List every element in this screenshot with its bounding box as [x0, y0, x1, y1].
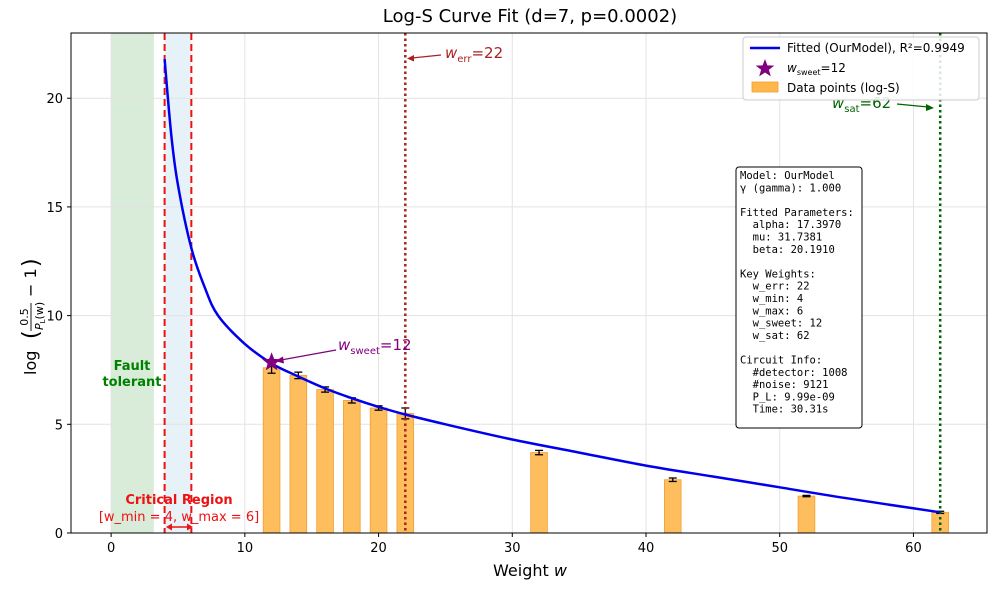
y-axis-label-suffix: − 1 — [21, 268, 40, 297]
legend-star-swatch — [755, 59, 775, 77]
y-tick-label: 5 — [55, 418, 63, 433]
data-bar — [343, 399, 361, 534]
data-bar — [530, 452, 548, 534]
legend-bar-swatch — [751, 81, 779, 93]
y-tick-label: 15 — [46, 201, 63, 216]
info-line: #noise: 9121 — [740, 379, 829, 391]
info-line: w_min: 4 — [740, 293, 803, 305]
info-line: Model: OurModel — [740, 170, 835, 182]
y-axis-label-prefix: log — [21, 351, 40, 375]
y-axis-label-paren-close: ) — [19, 258, 44, 267]
info-line: mu: 31.7381 — [740, 232, 822, 244]
data-bar — [663, 479, 682, 534]
y-tick-label: 20 — [46, 92, 63, 107]
info-line: Fitted Parameters: — [740, 207, 854, 219]
data-bar — [797, 495, 816, 534]
info-line: w_err: 22 — [740, 281, 810, 293]
y-axis-label-denominator: PL(w) — [33, 302, 47, 330]
x-tick-label: 60 — [905, 541, 922, 556]
data-bar — [369, 407, 388, 534]
legend-bar-label: Data points (log-S) — [787, 81, 900, 95]
x-axis-label-var: w — [554, 561, 568, 580]
info-line: γ (gamma): 1.000 — [740, 182, 841, 194]
w-sweet-annotation: wsweet=12 — [275, 336, 412, 364]
x-tick-label: 20 — [370, 541, 387, 556]
x-axis-label: Weight w — [493, 561, 568, 580]
legend-fit-label: Fitted (OurModel), R²=0.9949 — [787, 41, 965, 55]
critical-region-title: Critical Region — [125, 493, 232, 508]
x-tick-label: 0 — [107, 541, 115, 556]
fitted-curve — [163, 58, 941, 514]
info-line: P_L: 9.99e-09 — [740, 391, 835, 403]
info-line: w_sweet: 12 — [740, 318, 822, 330]
info-box-frame — [735, 166, 863, 429]
fault-tolerant-label-line1: Fault — [114, 359, 151, 374]
svg-text:werr=22: werr=22 — [445, 44, 503, 65]
y-axis-label-numerator: 0.5 — [18, 308, 31, 326]
chart-title: Log-S Curve Fit (d=7, p=0.0002) — [383, 6, 677, 27]
legend: Fitted (OurModel), R²=0.9949 wsweet=12 D… — [742, 36, 980, 101]
info-line: alpha: 17.3970 — [740, 219, 841, 231]
info-line: w_sat: 62 — [740, 330, 810, 342]
legend-frame — [742, 36, 980, 101]
info-line: Time: 30.31s — [740, 404, 829, 416]
w-sweet-star — [262, 352, 282, 371]
data-bar — [316, 389, 334, 534]
critical-region-arrow — [166, 523, 193, 531]
x-tick-label: 10 — [237, 541, 254, 556]
data-bar — [262, 367, 281, 534]
w-err-annotation: werr=22 — [407, 44, 503, 65]
y-tick-label: 10 — [46, 310, 63, 325]
legend-star-label: wsweet=12 — [787, 61, 846, 77]
x-tick-label: 50 — [771, 541, 788, 556]
x-tick-label: 30 — [504, 541, 521, 556]
info-line: #detector: 1008 — [740, 367, 847, 379]
x-tick-label: 40 — [638, 541, 655, 556]
y-axis-label-paren-open: ( — [19, 330, 44, 339]
data-bar — [289, 374, 308, 534]
svg-text:wsweet=12: wsweet=12 — [338, 336, 412, 357]
y-tick-label: 0 — [55, 527, 63, 542]
plot-frame — [70, 32, 988, 534]
info-line: w_max: 6 — [740, 305, 803, 317]
info-line: Circuit Info: — [740, 355, 822, 367]
y-axis-label: log ( 0.5 PL(w) − 1 ) — [18, 258, 47, 375]
x-axis-label-main: Weight — [493, 561, 554, 580]
fault-tolerant-label-line2: tolerant — [102, 375, 161, 390]
info-line: Key Weights: — [740, 268, 816, 280]
critical-region-detail: [w_min = 4, w_max = 6] — [99, 510, 259, 525]
info-line: beta: 20.1910 — [740, 244, 835, 256]
fault-tolerant-region — [111, 33, 154, 533]
